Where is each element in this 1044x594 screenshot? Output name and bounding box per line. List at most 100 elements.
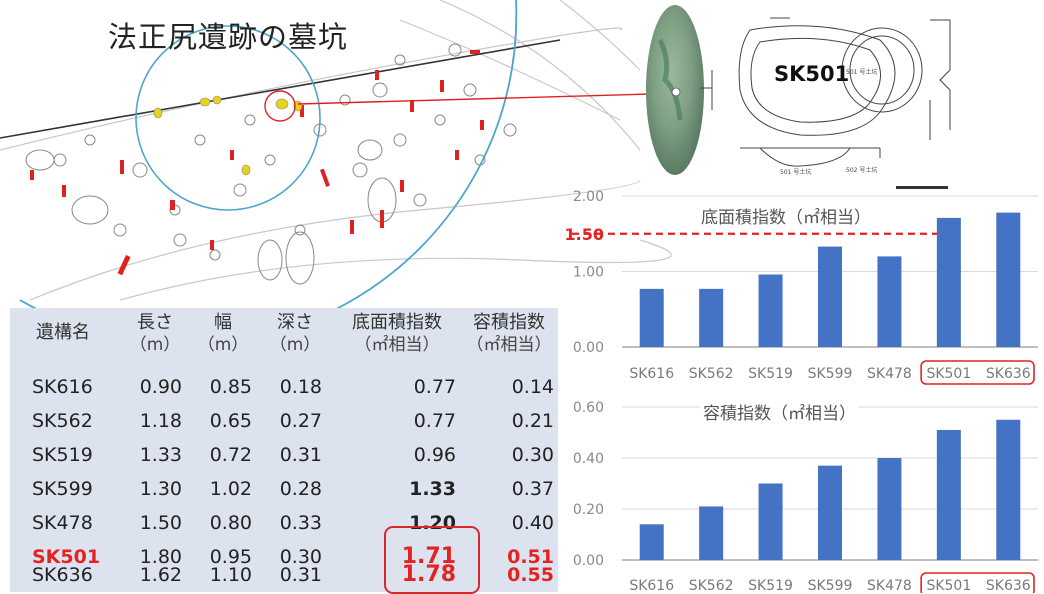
header-area-index: 底面積指数 （㎡相当） [352,312,442,355]
x-tick-label: SK478 [867,578,912,593]
x-tick-label: SK519 [748,366,793,382]
cell-area: 0.96 [413,444,456,466]
cell-length: 1.80 [139,546,182,568]
cell-length: 1.30 [139,478,182,500]
cell-width: 0.65 [209,410,252,432]
bar [699,506,724,560]
x-tick-label: SK599 [808,578,853,593]
y-tick-label: 0.00 [573,340,604,356]
header-length: 長さ （m） [129,312,181,355]
cell-depth: 0.18 [279,376,322,398]
svg-text:502 号土坑: 502 号土坑 [846,166,877,174]
pit-data-table: 遺構名 長さ （m） 幅（m） 深さ （m） 底面積指数 （㎡相当） 容積指数 （㎡相当… [10,308,558,592]
cell-length: 1.18 [139,410,182,432]
svg-text:501 号土坑: 501 号土坑 [780,168,811,176]
cell-area: 0.77 [413,376,456,398]
y-tick-label: 0.20 [573,502,604,518]
excavation-plan-drawing [700,17,951,167]
x-tick-label: SK501 [926,578,971,593]
cell-depth: 0.31 [279,444,322,466]
map-title: 法正尻遺跡の墓坑 [108,20,349,54]
bar [877,458,902,560]
cell-width: 0.95 [209,546,252,568]
y-tick-label: 2.00 [573,189,604,205]
cell-depth: 0.30 [279,546,322,568]
x-tick-label: SK562 [689,366,734,382]
cell-width: 1.02 [209,478,252,500]
cell-volume: 0.14 [511,376,554,398]
cell-length: 1.50 [139,512,182,534]
table-row: SK478 1.50 0.80 0.33 1.20 0.40 [10,506,558,540]
bar [936,217,961,347]
x-tick-label: SK501 [926,366,971,382]
chart-2-title: 容積指数（㎡相当） [700,399,859,424]
bar [639,288,664,347]
y-tick-label: 0.00 [573,553,604,569]
bar [818,465,842,560]
header-depth: 深さ （m） [269,312,321,355]
cell-name: SK616 [32,376,93,398]
highlight-box [920,360,1035,385]
x-tick-label: SK636 [986,578,1031,593]
table-row: SK599 1.30 1.02 0.28 1.33 0.37 [10,472,558,506]
table-row: SK616 0.90 0.85 0.18 0.77 0.14 [10,370,558,404]
cell-depth: 0.31 [279,564,322,586]
table-row: SK562 1.18 0.65 0.27 0.77 0.21 [10,404,558,438]
cell-area: 1.33 [409,478,456,500]
x-tick-label: SK519 [748,578,793,593]
x-tick-label: SK599 [808,366,853,382]
table-row-highlighted: SK636 1.62 1.10 0.31 1.78 0.55 [10,558,558,592]
bar [699,288,724,347]
cell-name: SK478 [32,512,93,534]
bar [639,524,664,560]
cell-volume: 0.30 [511,444,554,466]
bar [758,274,783,347]
table-row-highlighted: SK501 1.80 0.95 0.30 1.71 0.51 [10,540,558,574]
bar [758,483,783,560]
x-tick-label: SK478 [867,366,912,382]
cell-name: SK501 [32,546,101,568]
cell-depth: 0.33 [279,512,322,534]
cell-area: 1.78 [401,562,456,587]
bar [818,246,842,347]
cell-depth: 0.28 [279,478,322,500]
svg-text:501 号土坑: 501 号土坑 [846,68,877,76]
cell-depth: 0.27 [279,410,322,432]
cell-width: 0.72 [209,444,252,466]
table-row: SK519 1.33 0.72 0.31 0.96 0.30 [10,438,558,472]
chart-1-title: 底面積指数（㎡相当） [698,203,874,228]
cell-name: SK636 [32,564,93,586]
header-volume-index: 容積指数 （㎡相当） [466,312,552,355]
cell-name: SK519 [32,444,93,466]
bar [996,419,1021,560]
cell-length: 0.90 [139,376,182,398]
cell-area: 1.20 [409,512,456,534]
cell-volume: 0.21 [511,410,554,432]
y-tick-label: 0.40 [573,451,604,467]
cell-name: SK599 [32,478,93,500]
reference-line-label: 1.50 [565,225,604,244]
highlight-box [920,572,1035,593]
cell-volume: 0.37 [511,478,554,500]
y-tick-label: 1.00 [573,265,604,281]
cell-area: 0.77 [413,410,456,432]
cell-length: 1.62 [139,564,182,586]
feature-label: SK501 [774,62,850,86]
cell-width: 0.80 [209,512,252,534]
cell-volume: 0.40 [511,512,554,534]
y-tick-label: 0.60 [573,400,604,416]
cell-volume: 0.51 [507,546,554,568]
bar [877,256,902,347]
x-tick-label: SK616 [629,366,674,382]
bar [996,212,1021,347]
cell-width: 0.85 [209,376,252,398]
cell-name: SK562 [32,410,93,432]
cell-area: 1.71 [401,544,456,569]
cell-length: 1.33 [139,444,182,466]
bar [936,429,961,560]
x-tick-label: SK636 [986,366,1031,382]
cell-width: 1.10 [209,564,252,586]
cell-volume: 0.55 [507,564,554,586]
